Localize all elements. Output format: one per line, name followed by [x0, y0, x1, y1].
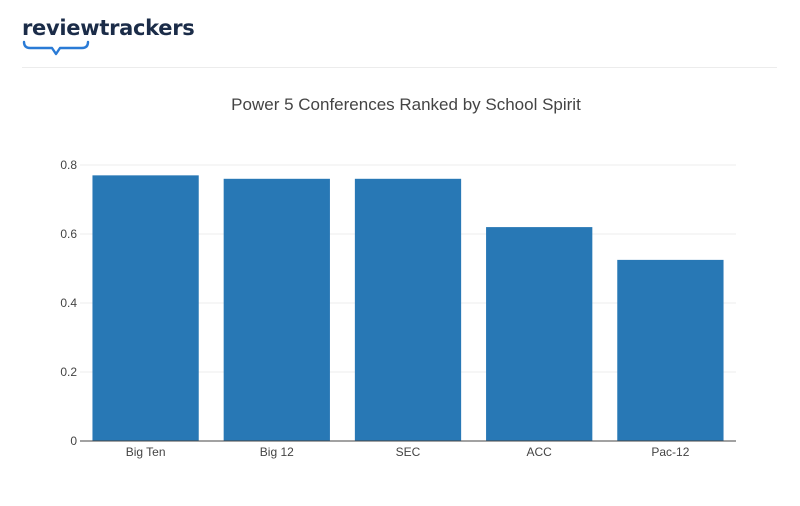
- x-category-label: ACC: [527, 445, 553, 459]
- y-tick-label: 0.6: [60, 227, 77, 241]
- x-category-label: Big 12: [260, 445, 294, 459]
- chart-title: Power 5 Conferences Ranked by School Spi…: [231, 95, 581, 114]
- bar-big-12: [223, 178, 330, 442]
- bars: [92, 175, 724, 442]
- bar-pac-12: [617, 259, 724, 441]
- x-category-label: Big Ten: [126, 445, 166, 459]
- y-axis-ticks: 0 0.2 0.4 0.6 0.8: [60, 158, 77, 448]
- y-tick-label: 0.4: [60, 296, 77, 310]
- x-axis-categories: Big Ten Big 12 SEC ACC Pac-12: [126, 445, 690, 459]
- header-divider: [22, 67, 777, 68]
- x-category-label: Pac-12: [651, 445, 689, 459]
- bar-big-ten: [92, 175, 199, 441]
- logo-speech-bubble-icon: [22, 40, 90, 56]
- x-category-label: SEC: [396, 445, 421, 459]
- bar-sec: [354, 178, 462, 442]
- y-tick-label: 0.2: [60, 365, 77, 379]
- y-tick-label: 0: [70, 434, 77, 448]
- y-tick-label: 0.8: [60, 158, 77, 172]
- bar-acc: [486, 227, 593, 441]
- brand-logo: reviewtrackers: [22, 16, 195, 40]
